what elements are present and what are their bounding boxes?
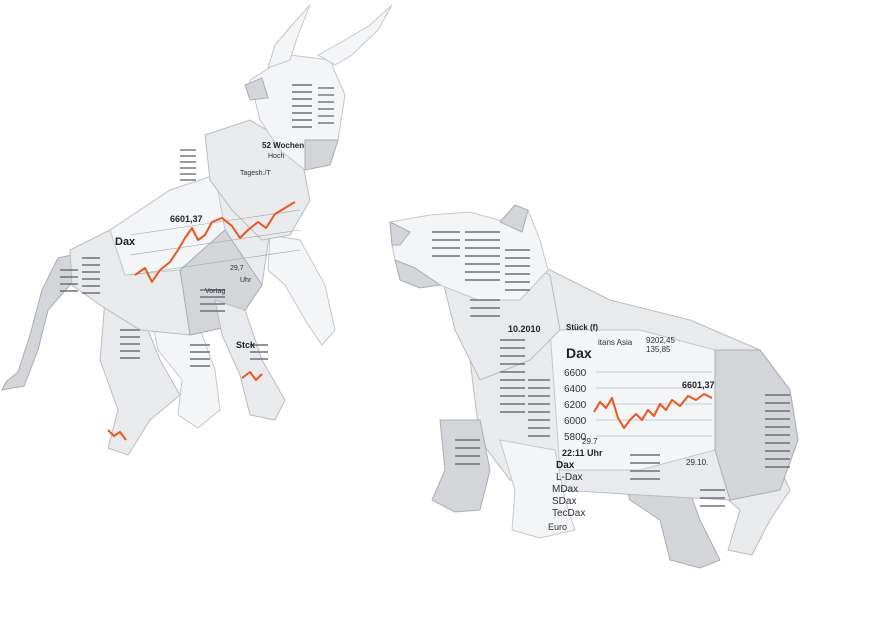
- bear-list-item-4: TecDax: [552, 508, 585, 519]
- bull-tail: [1, 249, 103, 391]
- bear-ear: [499, 204, 529, 233]
- bull-front-leg-planted: [214, 299, 286, 421]
- bull-newsprint-columns: [60, 84, 334, 367]
- bear-index-label: Dax: [566, 345, 592, 361]
- bear-value-label: 6601,37: [682, 380, 715, 390]
- bear-snout-top: [389, 221, 411, 246]
- bear-list-item-3: SDax: [552, 496, 576, 507]
- bear-date-label: 10.2010: [508, 324, 541, 334]
- bull-tick-label: 29,7: [230, 265, 244, 272]
- bear-list-item-0: Dax: [556, 460, 575, 471]
- bear-axis-tick-0: 6600: [564, 368, 587, 379]
- bear-low-label: 29.7: [582, 437, 598, 446]
- bull-horn-left: [267, 4, 311, 69]
- bull-hind-leg-front: [149, 309, 221, 429]
- paper-bear-figure: Dax 6600 6400 6200 6000 5800 6601,37 29.…: [389, 204, 799, 569]
- bear-rump-facet: [714, 349, 799, 501]
- bear-region-value2: 135,85: [646, 345, 671, 354]
- bear-axis-tick-2: 6200: [564, 400, 587, 411]
- bull-muzzle: [304, 139, 339, 171]
- bear-axis-tick-1: 6400: [564, 384, 587, 395]
- bull-front-leg-raised: [267, 234, 336, 346]
- bull-vortag-label: Vortag: [205, 288, 225, 295]
- bull-table-sub2: Tagesh./T: [240, 170, 271, 177]
- bear-euro-label: Euro: [548, 522, 567, 532]
- bull-leg-chart-stroke: [107, 429, 127, 441]
- bull-ear: [244, 77, 269, 101]
- bull-hind-chart-stroke: [241, 371, 263, 381]
- bear-front-leg-back: [431, 419, 491, 513]
- bear-newsprint-columns: [432, 231, 790, 507]
- bull-chart-print: Dax 6601,37 52 Wochen Hoch Tagesh./T 29,…: [107, 141, 304, 441]
- bear-end-date: 29.10.: [686, 458, 708, 467]
- paper-bull-figure: Dax 6601,37 52 Wochen Hoch Tagesh./T 29,…: [1, 4, 393, 456]
- bear-front-leg-front: [499, 439, 576, 539]
- bull-horn-right: [316, 4, 393, 66]
- bear-list-item-1: L-Dax: [556, 472, 583, 483]
- bull-value-label: 6601,37: [170, 214, 203, 224]
- bull-hind-leg-back: [99, 299, 181, 456]
- bear-axis-tick-3: 6000: [564, 416, 587, 427]
- bear-region-label: itans Asia: [598, 338, 633, 347]
- bear-axis-tick-4: 5800: [564, 432, 587, 443]
- bear-chart-print: Dax 6600 6400 6200 6000 5800 6601,37 29.…: [508, 323, 715, 532]
- bull-table-header: 52 Wochen: [262, 141, 304, 150]
- bull-stock-label: Stck: [236, 340, 256, 350]
- bear-stock-label: Stück (f): [566, 323, 598, 332]
- bear-time-label: 22:11 Uhr: [562, 448, 603, 458]
- bull-time-label: Uhr: [240, 277, 252, 284]
- bear-list-item-2: MDax: [552, 484, 578, 495]
- bear-chart-line: [593, 393, 713, 429]
- bull-index-label: Dax: [115, 236, 136, 248]
- bull-table-sub: Hoch: [268, 153, 284, 160]
- bear-jaw: [394, 259, 442, 289]
- bear-region-value1: 9202,45: [646, 336, 675, 345]
- bull-chart-line: [134, 201, 296, 283]
